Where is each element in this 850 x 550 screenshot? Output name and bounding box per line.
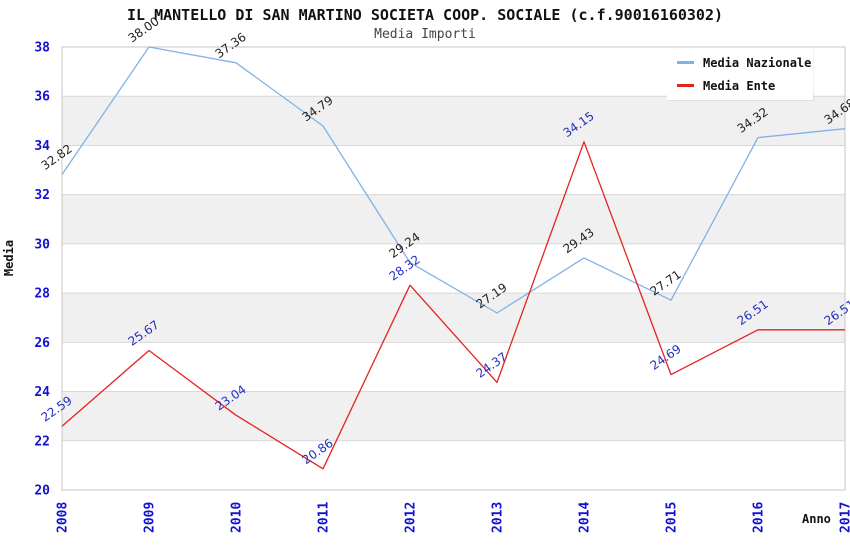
- y-tick-label: 20: [34, 484, 50, 499]
- media-nazionale-line-swatch-icon: [677, 61, 694, 64]
- x-tick-label: 2009: [143, 502, 158, 533]
- plot-band: [62, 145, 845, 195]
- x-axis-title: Anno: [802, 512, 831, 526]
- plot-band: [62, 391, 845, 441]
- chart-legend: Media Nazionale Media Ente: [667, 48, 813, 100]
- plot-band: [62, 342, 845, 392]
- plot-border: [61, 46, 846, 491]
- media-ente-line-swatch-icon: [677, 84, 694, 87]
- x-tick-label: 2016: [752, 502, 767, 533]
- plot-band: [62, 440, 845, 490]
- plot-band: [62, 243, 845, 294]
- y-tick-label: 24: [34, 385, 50, 400]
- series-line-media-nazionale: [61, 46, 846, 314]
- y-tick-label: 30: [34, 237, 50, 252]
- x-tick-label: 2011: [317, 502, 332, 533]
- y-tick-label: 28: [34, 287, 50, 302]
- plot-band: [62, 96, 845, 146]
- plot-band: [62, 293, 845, 343]
- y-tick-label: 32: [34, 188, 50, 203]
- legend-item-media-ente: Media Ente: [667, 79, 813, 93]
- y-tick-label: 26: [34, 336, 50, 351]
- x-tick-label: 2014: [578, 502, 593, 533]
- y-axis-title: Media: [2, 240, 16, 276]
- y-tick-label: 34: [34, 139, 50, 154]
- legend-label: Media Nazionale: [703, 55, 812, 70]
- x-tick-label: 2008: [56, 502, 71, 533]
- series-line-media-ente: [61, 141, 845, 470]
- plot-band: [62, 194, 845, 244]
- y-tick-label: 22: [34, 434, 50, 449]
- y-tick-label: 36: [34, 90, 50, 105]
- y-tick-label: 38: [34, 41, 50, 56]
- legend-label: Media Ente: [703, 78, 776, 93]
- x-tick-label: 2017: [839, 502, 850, 533]
- legend-item-media-nazionale: Media Nazionale: [667, 56, 813, 70]
- x-tick-label: 2010: [230, 502, 245, 533]
- chart-title: IL MANTELLO DI SAN MARTINO SOCIETA COOP.…: [126, 6, 724, 24]
- x-tick-label: 2013: [491, 502, 506, 533]
- chart-subtitle: Media Importi: [374, 27, 476, 42]
- x-tick-label: 2015: [665, 502, 680, 533]
- x-tick-label: 2012: [404, 502, 419, 533]
